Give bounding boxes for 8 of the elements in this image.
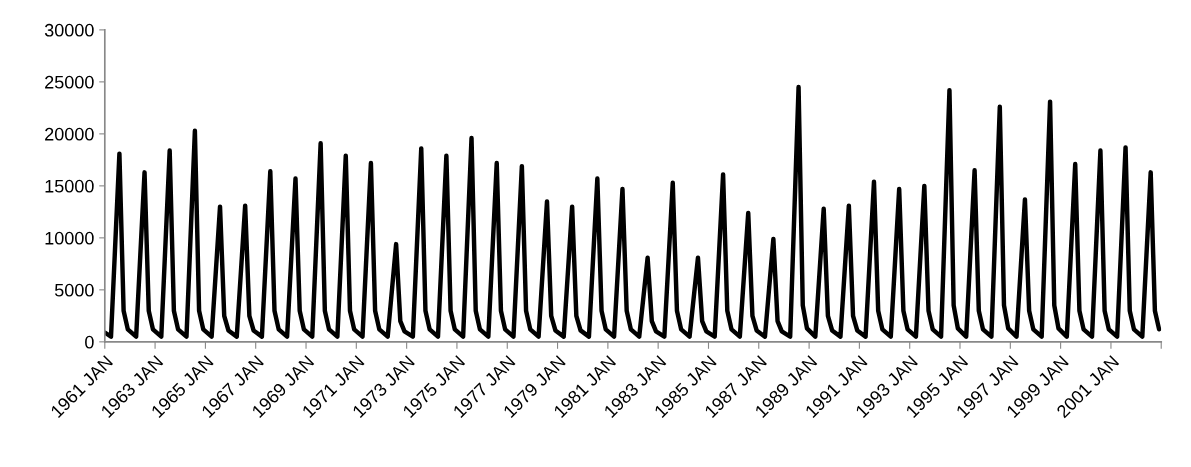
y-tick-label: 25000: [45, 75, 94, 89]
y-tick-label: 0: [85, 335, 94, 349]
y-tick-label: 10000: [45, 231, 94, 245]
y-tick-label: 15000: [45, 179, 94, 193]
y-tick-label: 20000: [45, 127, 94, 141]
y-tick-label: 5000: [54, 283, 94, 297]
line-series: [104, 84, 1162, 339]
y-tick-label: 30000: [44, 23, 94, 37]
